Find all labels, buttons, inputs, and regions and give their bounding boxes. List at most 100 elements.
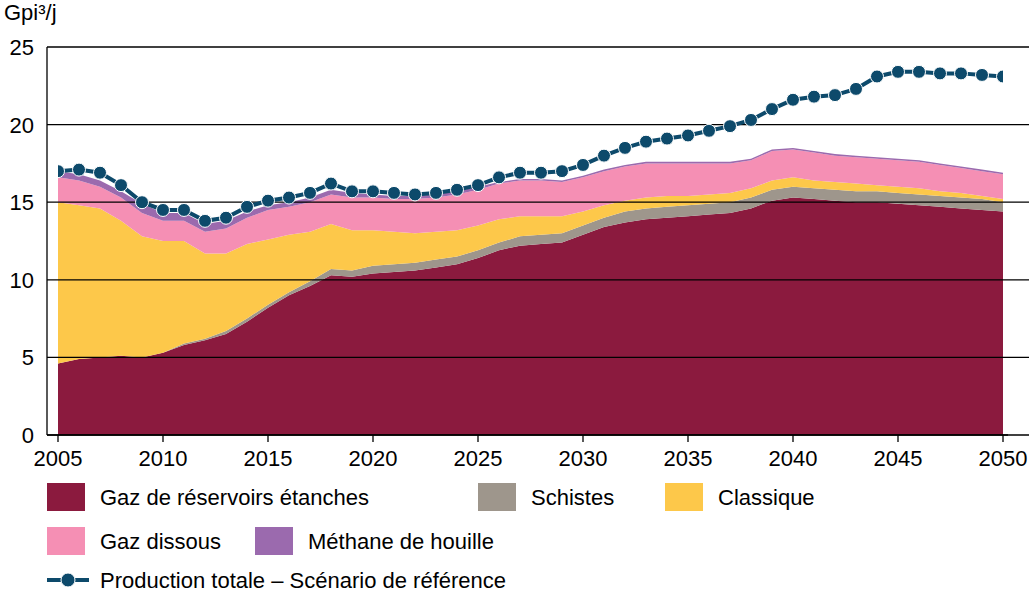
grid-line bbox=[47, 46, 1029, 47]
legend-label: Schistes bbox=[531, 485, 614, 510]
x-tick-label: 2035 bbox=[664, 446, 713, 471]
legend-label: Méthane de houille bbox=[308, 529, 494, 554]
y-tick-label: 25 bbox=[10, 35, 34, 60]
chart: Gpi³/j0510152025200520102015202020252030… bbox=[0, 0, 1029, 592]
y-tick-label: 15 bbox=[10, 190, 34, 215]
line-marker bbox=[955, 67, 968, 80]
line-marker bbox=[703, 124, 716, 137]
x-tick bbox=[267, 435, 268, 442]
x-tick bbox=[162, 435, 163, 442]
x-tick bbox=[477, 435, 478, 442]
line-marker bbox=[430, 186, 443, 199]
x-tick-label: 2005 bbox=[34, 446, 83, 471]
line-marker bbox=[73, 163, 86, 176]
line-marker bbox=[745, 113, 758, 126]
line-marker bbox=[682, 129, 695, 142]
line-marker bbox=[808, 90, 821, 103]
line-marker bbox=[346, 185, 359, 198]
line-marker bbox=[136, 196, 149, 209]
grid-line bbox=[47, 202, 1029, 203]
line-marker bbox=[262, 194, 275, 207]
line-marker bbox=[283, 191, 296, 204]
line-marker bbox=[409, 188, 422, 201]
y-tick-label: 20 bbox=[10, 113, 34, 138]
line-marker bbox=[94, 166, 107, 179]
line-marker bbox=[367, 185, 380, 198]
area-series bbox=[58, 148, 1003, 232]
x-tick-label: 2015 bbox=[244, 446, 293, 471]
line-marker bbox=[514, 166, 527, 179]
line-marker bbox=[871, 70, 884, 83]
grid-line bbox=[47, 124, 1029, 125]
line-marker bbox=[472, 179, 485, 192]
x-tick bbox=[1002, 435, 1003, 442]
line-marker bbox=[115, 179, 128, 192]
y-axis-line bbox=[46, 47, 47, 435]
x-tick bbox=[372, 435, 373, 442]
legend-swatch bbox=[47, 527, 85, 555]
line-marker bbox=[892, 65, 905, 78]
x-tick bbox=[687, 435, 688, 442]
legend: Gaz de réservoirs étanches Schistes Classi… bbox=[47, 483, 815, 592]
line-marker bbox=[976, 68, 989, 81]
x-tick-label: 2025 bbox=[454, 446, 503, 471]
grid-line bbox=[47, 434, 1029, 435]
x-tick-label: 2010 bbox=[139, 446, 188, 471]
legend-swatch bbox=[255, 527, 293, 555]
x-tick bbox=[57, 435, 58, 442]
grid-line bbox=[47, 279, 1029, 280]
line-marker bbox=[766, 103, 779, 116]
line-marker bbox=[220, 211, 233, 224]
line-marker bbox=[934, 67, 947, 80]
x-tick-label: 2040 bbox=[769, 446, 818, 471]
legend-label: Classique bbox=[718, 485, 815, 510]
line-marker bbox=[157, 203, 170, 216]
line-marker bbox=[577, 158, 590, 171]
line-series bbox=[58, 72, 1003, 221]
line-marker bbox=[619, 141, 632, 154]
line-marker bbox=[241, 200, 254, 213]
line-marker bbox=[58, 165, 65, 178]
line-marker bbox=[724, 120, 737, 133]
line-marker bbox=[829, 89, 842, 102]
y-tick-label: 10 bbox=[10, 268, 34, 293]
y-axis-label: Gpi³/j bbox=[4, 0, 57, 25]
line-marker bbox=[325, 177, 338, 190]
x-tick-label: 2045 bbox=[874, 446, 923, 471]
line-marker bbox=[661, 132, 674, 145]
legend-swatch bbox=[47, 483, 85, 511]
line-marker bbox=[493, 171, 506, 184]
x-axis-line bbox=[47, 434, 1008, 436]
line-marker bbox=[451, 183, 464, 196]
x-tick-label: 2030 bbox=[559, 446, 608, 471]
line-marker bbox=[913, 65, 926, 78]
line-marker bbox=[787, 93, 800, 106]
legend-label: Gaz dissous bbox=[100, 529, 221, 554]
y-tick-label: 0 bbox=[22, 423, 34, 448]
y-tick-label: 5 bbox=[22, 345, 34, 370]
x-tick-label: 2050 bbox=[979, 446, 1028, 471]
line-marker bbox=[178, 203, 191, 216]
line-marker bbox=[535, 166, 548, 179]
plot-lines bbox=[58, 65, 1003, 227]
plot-data bbox=[58, 148, 1003, 435]
legend-label: Production totale – Scénario de référenc… bbox=[100, 568, 506, 592]
line-marker bbox=[556, 165, 569, 178]
line-marker bbox=[199, 214, 212, 227]
area-series bbox=[58, 149, 1003, 253]
line-marker bbox=[388, 186, 401, 199]
legend-swatch bbox=[665, 483, 703, 511]
legend-label: Gaz de réservoirs étanches bbox=[100, 485, 369, 510]
legend-swatch bbox=[478, 483, 516, 511]
line-marker bbox=[598, 149, 611, 162]
line-marker bbox=[304, 186, 317, 199]
line-marker bbox=[640, 135, 653, 148]
x-tick bbox=[792, 435, 793, 442]
grid-line bbox=[47, 357, 1029, 358]
line-marker bbox=[850, 82, 863, 95]
x-tick bbox=[582, 435, 583, 442]
legend-marker bbox=[61, 573, 75, 587]
axes: 0510152025200520102015202020252030203520… bbox=[10, 35, 1029, 471]
x-tick bbox=[897, 435, 898, 442]
x-tick-label: 2020 bbox=[349, 446, 398, 471]
